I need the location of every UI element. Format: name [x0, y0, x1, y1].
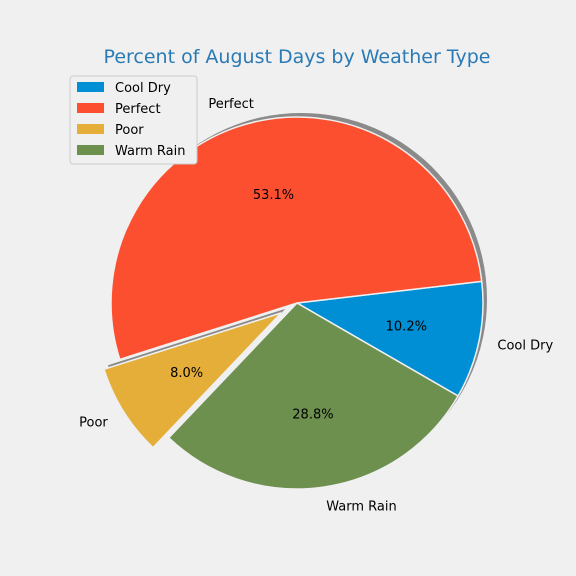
legend-box: [69, 75, 198, 165]
slice-label-poor: Poor: [79, 415, 108, 430]
legend-label-poor: Poor: [115, 123, 144, 138]
slice-warm-rain: [167, 302, 460, 490]
slice-label-perfect: Perfect: [208, 97, 254, 112]
chart-title: Percent of August Days by Weather Type: [104, 46, 491, 68]
percent-labels: 10.2% 53.1% 8.0% 28.8%: [170, 188, 427, 423]
slice-cool-dry: [294, 280, 484, 398]
slice-perfect: [110, 116, 483, 361]
legend-swatch-warm-rain: [77, 145, 104, 155]
legend-label-perfect: Perfect: [115, 102, 161, 117]
legend-swatch-cool-dry: [77, 82, 104, 92]
legend-label-warm-rain: Warm Rain: [115, 144, 185, 159]
legend-swatch-poor: [77, 124, 104, 134]
legend: Cool Dry Perfect Poor Warm Rain: [69, 75, 198, 165]
legend-label-cool-dry: Cool Dry: [115, 81, 171, 96]
percent-label-perfect: 53.1%: [253, 188, 294, 203]
slice-poor: [103, 312, 282, 449]
percent-label-cool-dry: 10.2%: [386, 320, 427, 335]
slice-labels: Cool Dry Perfect Poor Warm Rain: [79, 97, 553, 515]
percent-label-warm-rain: 28.8%: [292, 407, 333, 422]
pie-slices: [103, 116, 484, 490]
slice-label-cool-dry: Cool Dry: [497, 338, 553, 353]
legend-swatch-perfect: [77, 103, 104, 113]
slice-label-warm-rain: Warm Rain: [326, 500, 396, 515]
percent-label-poor: 8.0%: [170, 366, 203, 381]
